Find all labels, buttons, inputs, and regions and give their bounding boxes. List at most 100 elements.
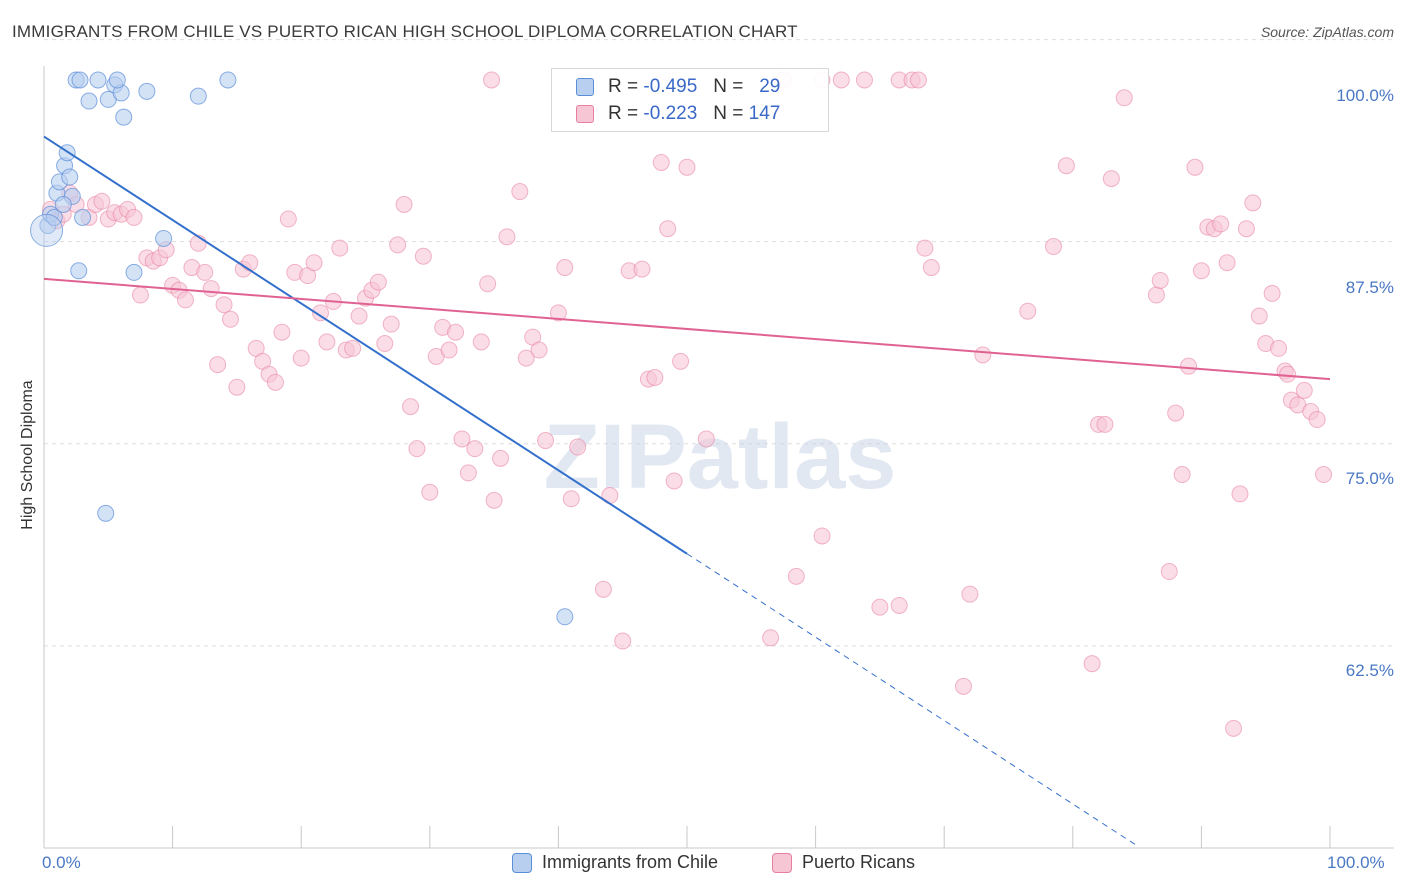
- puerto-rico-point: [762, 629, 780, 647]
- puerto-rico-point: [1231, 485, 1249, 503]
- legend-item-puerto-rico[interactable]: Puerto Ricans: [772, 852, 915, 873]
- legend-row-chile: R = -0.495 N = 29: [576, 75, 780, 99]
- chile-point: [97, 504, 115, 522]
- puerto-rico-point: [196, 263, 214, 281]
- puerto-rico-point: [498, 228, 516, 246]
- puerto-rico-point: [421, 483, 439, 501]
- chile-point: [71, 71, 89, 89]
- puerto-rico-point: [614, 632, 632, 650]
- chile-point: [30, 213, 64, 247]
- puerto-rico-point: [652, 153, 670, 171]
- puerto-rico-point: [1192, 262, 1210, 280]
- puerto-rico-point: [472, 333, 490, 351]
- puerto-rico-point: [537, 432, 555, 450]
- puerto-rico-point: [395, 195, 413, 213]
- chile-point: [74, 208, 92, 226]
- puerto-rico-points: [41, 71, 1333, 737]
- legend-n-value: 29: [759, 76, 781, 97]
- puerto-rico-point: [1160, 563, 1178, 581]
- puerto-rico-point: [1057, 157, 1075, 175]
- puerto-rico-point: [241, 254, 259, 272]
- chile-point: [219, 71, 237, 89]
- legend-row-puerto-rico: R = -0.223 N = 147: [576, 102, 780, 126]
- puerto-rico-point: [961, 585, 979, 603]
- puerto-rico-point: [1244, 194, 1262, 212]
- legend-n-value: 147: [748, 103, 781, 124]
- puerto-rico-point: [1045, 238, 1063, 256]
- puerto-rico-point: [492, 449, 510, 467]
- puerto-rico-point: [697, 430, 715, 448]
- chile-trend-line: [43, 135, 688, 555]
- puerto-rico-point: [549, 304, 567, 322]
- puerto-rico-point: [273, 323, 291, 341]
- puerto-rico-point: [176, 291, 194, 309]
- puerto-rico-point: [678, 158, 696, 176]
- chile-point: [125, 263, 143, 281]
- chile-point: [155, 229, 173, 247]
- puerto-rico-point: [672, 352, 690, 370]
- puerto-rico-point: [1083, 655, 1101, 673]
- puerto-rico-point: [1270, 339, 1288, 357]
- puerto-rico-point: [228, 378, 246, 396]
- puerto-rico-point: [479, 275, 497, 293]
- puerto-rico-point: [382, 315, 400, 333]
- puerto-rico-point: [1279, 365, 1297, 383]
- puerto-rico-point: [974, 346, 992, 364]
- puerto-rico-point: [954, 677, 972, 695]
- chile-legend-swatch: [512, 852, 532, 873]
- puerto-rico-point: [1019, 302, 1037, 320]
- y-tick-87-5: 87.5%: [1345, 278, 1394, 297]
- puerto-rico-point: [916, 239, 934, 257]
- chile-point: [115, 108, 133, 126]
- puerto-rico-point: [556, 259, 574, 277]
- chile-points: [30, 71, 574, 626]
- puerto-rico-point: [1096, 415, 1114, 433]
- puerto-rico-point: [1295, 381, 1313, 399]
- x-tick-min: 0.0%: [42, 853, 81, 872]
- chile-point: [189, 87, 207, 105]
- puerto-rico-point: [447, 323, 465, 341]
- chile-point: [138, 82, 156, 100]
- chile-swatch: [576, 78, 594, 96]
- y-tick-100: 100.0%: [1336, 86, 1394, 105]
- puerto-rico-point: [1173, 466, 1191, 484]
- puerto-rico-point: [215, 296, 233, 314]
- puerto-rico-point: [646, 368, 664, 386]
- puerto-rico-point: [832, 71, 850, 89]
- puerto-rico-point: [1186, 158, 1204, 176]
- puerto-rico-point: [209, 356, 227, 374]
- puerto-rico-point: [909, 71, 927, 89]
- puerto-rico-point: [890, 596, 908, 614]
- puerto-rico-point: [318, 333, 336, 351]
- puerto-rico-point: [569, 438, 587, 456]
- x-tick-max: 100.0%: [1327, 853, 1385, 872]
- puerto-rico-point: [459, 464, 477, 482]
- puerto-rico-point: [1180, 357, 1198, 375]
- puerto-rico-point: [1315, 466, 1333, 484]
- legend-r-label: R =: [608, 76, 639, 97]
- chile-point: [108, 71, 126, 89]
- puerto-rico-point: [414, 247, 432, 265]
- puerto-rico-point: [562, 490, 580, 508]
- puerto-rico-point: [1167, 404, 1185, 422]
- puerto-rico-point: [292, 349, 310, 367]
- chile-point: [61, 168, 79, 186]
- puerto-rico-point: [1212, 215, 1230, 233]
- puerto-rico-point: [1263, 284, 1281, 302]
- puerto-rico-point: [266, 373, 284, 391]
- y-tick-75: 75.0%: [1345, 469, 1394, 488]
- puerto-rico-legend-label: Puerto Ricans: [802, 852, 916, 872]
- y-tick-62-5: 62.5%: [1345, 661, 1394, 680]
- chile-point: [80, 92, 98, 110]
- puerto-rico-point: [331, 239, 349, 257]
- legend-item-chile[interactable]: Immigrants from Chile: [512, 852, 718, 873]
- chile-legend-label: Immigrants from Chile: [542, 852, 719, 872]
- puerto-rico-point: [1151, 271, 1169, 289]
- puerto-rico-point: [922, 259, 940, 277]
- puerto-rico-point: [517, 349, 535, 367]
- puerto-rico-point: [855, 71, 873, 89]
- puerto-rico-point: [1250, 307, 1268, 325]
- puerto-rico-point: [665, 472, 683, 490]
- chile-point: [89, 71, 107, 89]
